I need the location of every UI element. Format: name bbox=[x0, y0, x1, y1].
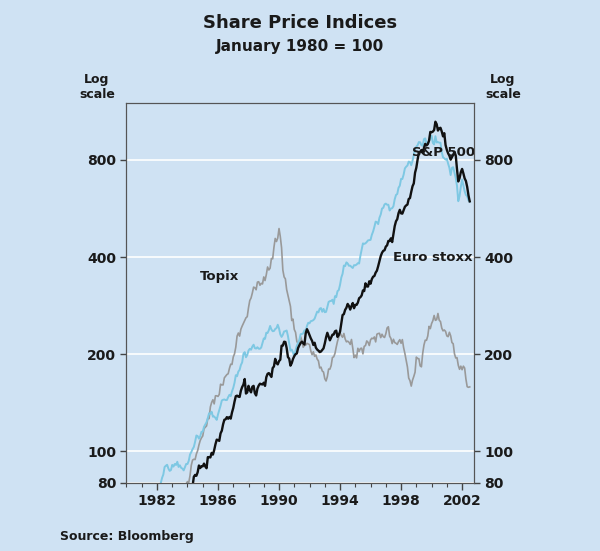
Text: Topix: Topix bbox=[200, 270, 239, 283]
Text: Share Price Indices: Share Price Indices bbox=[203, 14, 397, 32]
Text: S&P 500: S&P 500 bbox=[412, 147, 475, 159]
Text: Euro stoxx: Euro stoxx bbox=[394, 251, 473, 263]
Text: Log
scale: Log scale bbox=[485, 73, 521, 101]
Text: Source: Bloomberg: Source: Bloomberg bbox=[60, 530, 194, 543]
Text: January 1980 = 100: January 1980 = 100 bbox=[216, 39, 384, 53]
Text: Log
scale: Log scale bbox=[79, 73, 115, 101]
